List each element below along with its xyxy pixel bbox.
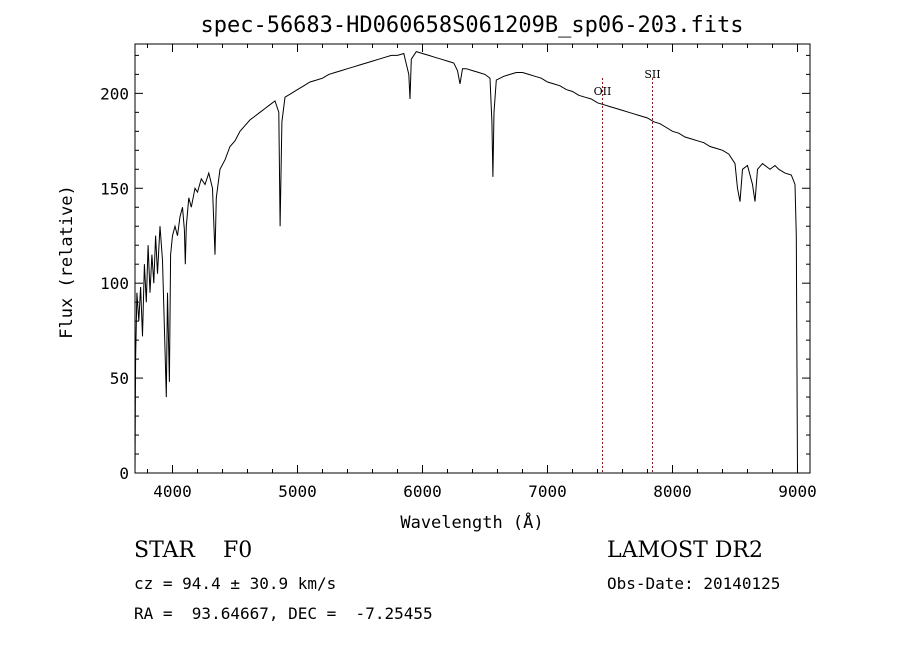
spectrum-chart: spec-56683-HD060658S061209B_sp06-203.fit… [57, 13, 817, 533]
ra-dec: RA = 93.64667, DEC = -7.25455 [134, 604, 433, 623]
redshift-cz: cz = 94.4 ± 30.9 km/s [134, 574, 337, 593]
y-tick-label: 150 [100, 179, 129, 198]
y-axis-label: Flux (relative) [57, 185, 77, 339]
x-tick-label: 6000 [403, 482, 442, 501]
annotation-label: OII [594, 85, 612, 98]
chart-title: spec-56683-HD060658S061209B_sp06-203.fit… [200, 13, 743, 38]
y-tick-label: 200 [100, 84, 129, 103]
object-class: STAR F0 [134, 538, 253, 563]
y-tick-label: 0 [119, 464, 129, 483]
x-tick-label: 7000 [528, 482, 567, 501]
x-axis-label: Wavelength (Å) [400, 511, 543, 533]
survey-name: LAMOST DR2 [607, 538, 763, 563]
x-tick-label: 4000 [153, 482, 192, 501]
x-tick-label: 9000 [778, 482, 817, 501]
line-annotations: OII SII [594, 68, 661, 473]
x-tick-label: 5000 [278, 482, 317, 501]
x-axis-ticks: 4000 5000 6000 7000 8000 9000 [147, 44, 817, 501]
y-axis-ticks: 0 50 100 150 200 [100, 54, 810, 483]
y-tick-label: 100 [100, 274, 129, 293]
annotation-label: SII [644, 68, 660, 81]
x-tick-label: 8000 [653, 482, 692, 501]
obs-date: Obs-Date: 20140125 [607, 574, 781, 593]
plot-frame [134, 43, 811, 474]
spectrum-line [134, 51, 798, 474]
y-tick-label: 50 [110, 369, 129, 388]
